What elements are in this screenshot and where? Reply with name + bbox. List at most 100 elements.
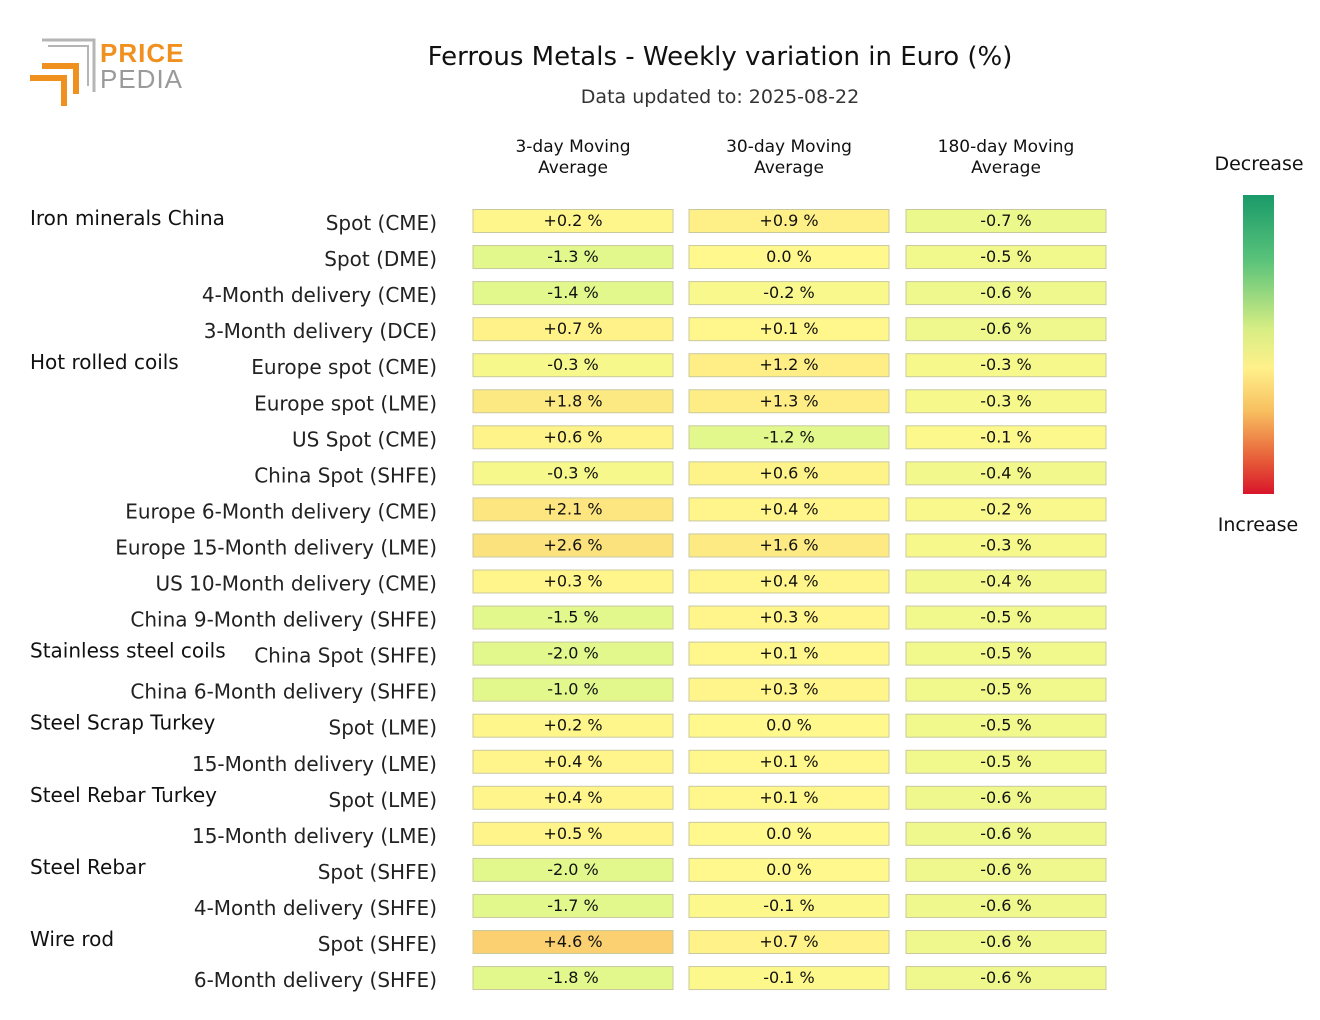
column-header-1-line-1: 3-day Moving	[515, 137, 630, 157]
row-label: 15-Month delivery (LME)	[192, 752, 437, 776]
logo-text-price: PRICE	[100, 38, 185, 68]
row-label: Europe 15-Month delivery (LME)	[115, 535, 437, 559]
heatmap-cell	[472, 966, 674, 991]
heatmap-cell	[688, 461, 890, 486]
heatmap-cell	[905, 713, 1107, 738]
heatmap-cell	[905, 749, 1107, 774]
legend-increase-label: Increase	[1217, 514, 1299, 536]
cell-value-label: 0.0 %	[766, 247, 812, 266]
heatmap-cell	[905, 353, 1107, 378]
cell-value-label: +0.1 %	[759, 752, 818, 771]
cell-value-label: -0.6 %	[980, 968, 1032, 987]
heatmap-cell	[688, 533, 890, 558]
row-label: Europe spot (LME)	[254, 391, 437, 415]
cell-value-label: +0.1 %	[759, 644, 818, 663]
cell-value-label: -0.5 %	[980, 247, 1032, 266]
column-header-2-line-1: 30-day Moving	[726, 137, 852, 157]
heatmap-cell	[472, 317, 674, 342]
row-label: China Spot (SHFE)	[254, 644, 437, 668]
cell-value-label: -0.2 %	[763, 283, 815, 302]
cell-value-label: +0.9 %	[759, 211, 818, 230]
row-label: Spot (CME)	[326, 211, 437, 235]
cell-value-label: +0.3 %	[759, 608, 818, 627]
heatmap-cell	[905, 821, 1107, 846]
cell-value-label: 0.0 %	[766, 860, 812, 879]
cell-value-label: -0.1 %	[763, 968, 815, 987]
heatmap-cell	[688, 389, 890, 414]
heatmap-cell	[472, 857, 674, 882]
heatmap-cell	[905, 425, 1107, 450]
cell-value-label: +0.1 %	[759, 319, 818, 338]
cell-value-label: -0.6 %	[980, 860, 1032, 879]
heatmap-cell	[472, 425, 674, 450]
cell-value-label: -0.5 %	[980, 644, 1032, 663]
color-scale-bar	[1243, 195, 1274, 494]
heatmap-cell	[905, 605, 1107, 630]
cell-value-label: -0.6 %	[980, 896, 1032, 915]
cell-value-label: -0.3 %	[980, 391, 1032, 410]
row-label: 6-Month delivery (SHFE)	[194, 968, 437, 992]
cell-value-label: +0.5 %	[543, 824, 602, 843]
cell-value-label: -1.8 %	[547, 968, 599, 987]
cell-value-label: -2.0 %	[547, 860, 599, 879]
heatmap-cell	[688, 893, 890, 918]
cell-value-label: -0.7 %	[980, 211, 1032, 230]
heatmap-cell	[688, 857, 890, 882]
heatmap-cell	[472, 893, 674, 918]
column-header-3-line-1: 180-day Moving	[938, 137, 1075, 157]
cell-value-label: -0.5 %	[980, 608, 1032, 627]
heatmap-cell	[688, 966, 890, 991]
heatmap-cell	[472, 281, 674, 306]
heatmap-cell	[472, 569, 674, 594]
cell-value-label: -1.7 %	[547, 896, 599, 915]
row-label: Spot (LME)	[329, 788, 437, 812]
cell-value-label: -0.5 %	[980, 680, 1032, 699]
cell-value-label: +0.2 %	[543, 716, 602, 735]
cell-value-label: -0.5 %	[980, 716, 1032, 735]
row-label: Spot (LME)	[329, 716, 437, 740]
heatmap-cell	[688, 749, 890, 774]
group-label: Steel Rebar Turkey	[30, 783, 217, 807]
cell-value-label: -0.6 %	[980, 824, 1032, 843]
cell-value-label: -1.4 %	[547, 283, 599, 302]
heatmap-cell	[905, 461, 1107, 486]
cell-value-label: -0.2 %	[980, 499, 1032, 518]
cell-value-label: -0.6 %	[980, 788, 1032, 807]
heatmap-cell	[905, 641, 1107, 666]
heatmap-cell	[688, 497, 890, 522]
row-label: 4-Month delivery (SHFE)	[194, 896, 437, 920]
heatmap-cell	[472, 749, 674, 774]
cell-value-label: +0.4 %	[543, 788, 602, 807]
cell-value-label: -0.6 %	[980, 283, 1032, 302]
cell-value-label: 0.0 %	[766, 824, 812, 843]
cell-value-label: 0.0 %	[766, 716, 812, 735]
column-header-1-line-2: Average	[538, 158, 608, 178]
heatmap-cell	[905, 966, 1107, 991]
row-label: China Spot (SHFE)	[254, 463, 437, 487]
heatmap-cell	[905, 569, 1107, 594]
group-label: Wire rod	[30, 927, 114, 951]
cell-value-label: +1.6 %	[759, 535, 818, 554]
cell-value-label: -0.3 %	[547, 355, 599, 374]
heatmap-cell	[905, 857, 1107, 882]
heatmap-cell	[688, 641, 890, 666]
row-label: China 9-Month delivery (SHFE)	[130, 608, 437, 632]
heatmap-cell	[905, 317, 1107, 342]
cell-value-label: +2.1 %	[543, 499, 602, 518]
heatmap-cell	[688, 353, 890, 378]
cell-value-label: -0.6 %	[980, 932, 1032, 951]
cell-value-label: -0.3 %	[980, 355, 1032, 374]
row-label: China 6-Month delivery (SHFE)	[130, 680, 437, 704]
cell-value-label: +0.6 %	[759, 463, 818, 482]
cell-value-label: +0.7 %	[543, 319, 602, 338]
heatmap-cell	[905, 245, 1107, 270]
cell-value-label: -0.1 %	[763, 896, 815, 915]
heatmap-cell	[688, 245, 890, 270]
pricepedia-logo: PRICE PEDIA	[28, 36, 188, 110]
heatmap-cell	[688, 605, 890, 630]
cell-value-label: +0.4 %	[759, 499, 818, 518]
cell-value-label: -0.1 %	[980, 427, 1032, 446]
cell-value-label: -0.3 %	[547, 463, 599, 482]
heatmap-cell	[905, 677, 1107, 702]
logo-text-pedia: PEDIA	[100, 64, 184, 94]
